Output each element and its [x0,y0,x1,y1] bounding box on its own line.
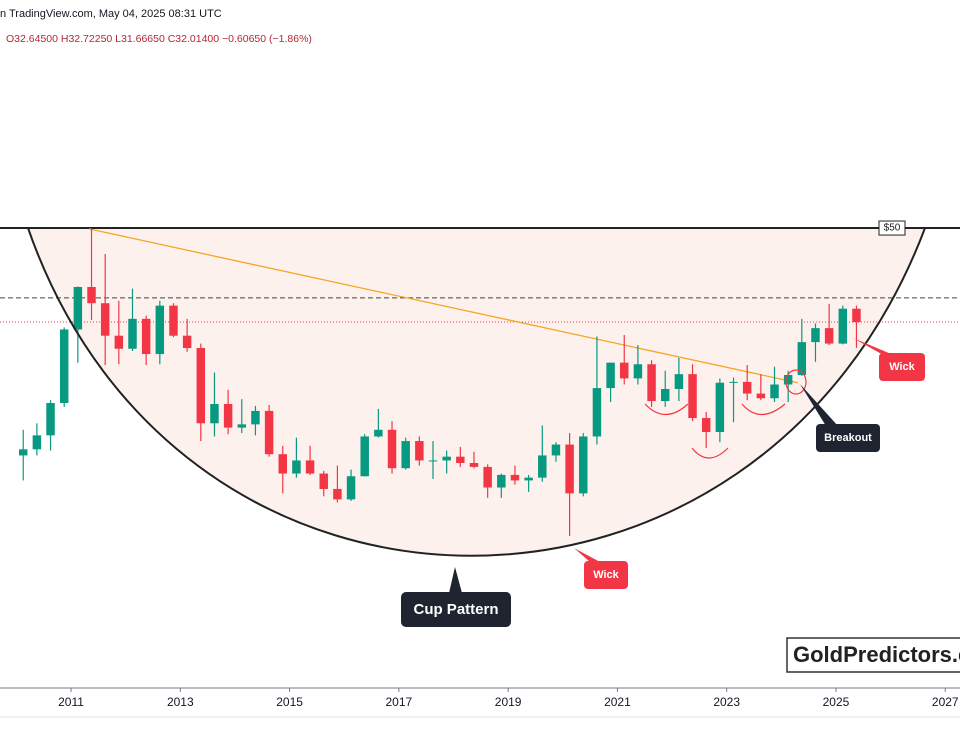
candle-body [415,441,424,461]
candle-body [114,335,124,349]
callout-text: Cup Pattern [413,601,498,618]
x-tick-label: 2019 [495,695,522,709]
candle-body [196,348,206,424]
x-tick-label: 2011 [58,695,84,709]
candle-body [210,403,219,424]
candle-body [428,460,438,462]
candle-body [729,381,738,383]
candles [18,228,861,536]
candle-body [620,362,629,379]
candle-body [387,429,397,469]
callout-box [879,353,925,381]
candle-body [483,466,492,488]
candle-body [278,454,287,474]
callout-pointer [449,567,462,593]
candle-body [538,455,547,478]
x-tick-label: 2023 [713,695,740,709]
candle-body [333,488,342,500]
candle-body [442,456,451,461]
candle-body [59,329,69,404]
candle-body [46,403,55,436]
candle-body [797,342,807,375]
callout-box [401,592,511,627]
x-tick-label: 2013 [167,695,194,709]
candle-body [606,362,615,389]
candle-body [169,305,178,336]
watermark-box [786,637,960,673]
candle-body [510,474,520,481]
candle-body [155,305,165,355]
x-tick-label: 2017 [386,695,413,709]
trendline [88,228,798,384]
candle-body [688,374,697,419]
candle-body [756,393,766,399]
candle-body [73,286,83,330]
candle-body [469,463,479,467]
candle-body [715,382,725,432]
watermark: GoldPredictors.com [793,642,960,667]
x-axis: 2011 2013 2015 2017 2019 2021 2023 2025 2027 [58,688,959,709]
candle-body [346,476,356,500]
candle-body [647,364,656,402]
candle-body [18,449,28,456]
handle-arcs [644,403,786,459]
cup-fill [28,228,925,556]
callout-pointer [800,384,838,426]
candle-body [565,444,574,494]
candle-body [32,435,42,450]
candle-body [264,410,274,455]
candle-body [237,424,247,428]
candle-body [87,286,96,304]
header-source: n TradingView.com, May 04, 2025 08:31 UT… [0,8,222,20]
x-tick-label: 2021 [604,695,631,709]
candle-body [838,308,848,344]
ohlc-readout: O32.64500 H32.72250 L31.66650 C32.01400 … [6,33,312,45]
candle-body [251,410,260,425]
candle-body [579,436,588,494]
candle-body [701,418,711,432]
candle-body [524,477,533,481]
candle-body [633,364,643,379]
candle-body [592,388,602,437]
cup-curve [27,227,926,557]
candle-body [824,328,834,344]
candle-body [374,429,383,437]
candle-body [497,474,506,488]
callout-text: Breakout [824,432,872,444]
candle-body [456,456,465,464]
x-tick-label: 2015 [276,695,303,709]
callout-text: Wick [889,361,915,373]
callout-pointer [574,548,600,562]
candle-body [319,473,328,489]
candle-body [852,308,861,323]
callout-pointer [853,338,896,356]
callout-box [816,424,880,452]
candle-body [551,444,561,456]
candle-body [742,381,752,394]
candle-body [182,335,192,349]
candle-body [305,460,315,474]
x-tick-label: 2027 [932,695,959,709]
candle-body [770,384,779,399]
callout-box [584,561,628,589]
candle-body [141,318,151,355]
candle-body [674,374,684,389]
level-label: $50 [884,223,901,234]
candle-body [401,441,410,469]
candle-body [811,328,820,343]
candle-body [223,403,233,428]
candle-body [292,460,301,474]
x-tick-label: 2025 [823,695,850,709]
candle-body [783,374,793,385]
candle-body [660,388,670,402]
candle-body [100,303,110,336]
candle-body [360,436,369,477]
callout-text: Wick [593,569,619,581]
breakout-circle [785,369,807,395]
candle-body [128,318,137,349]
level-label-box [878,220,906,236]
